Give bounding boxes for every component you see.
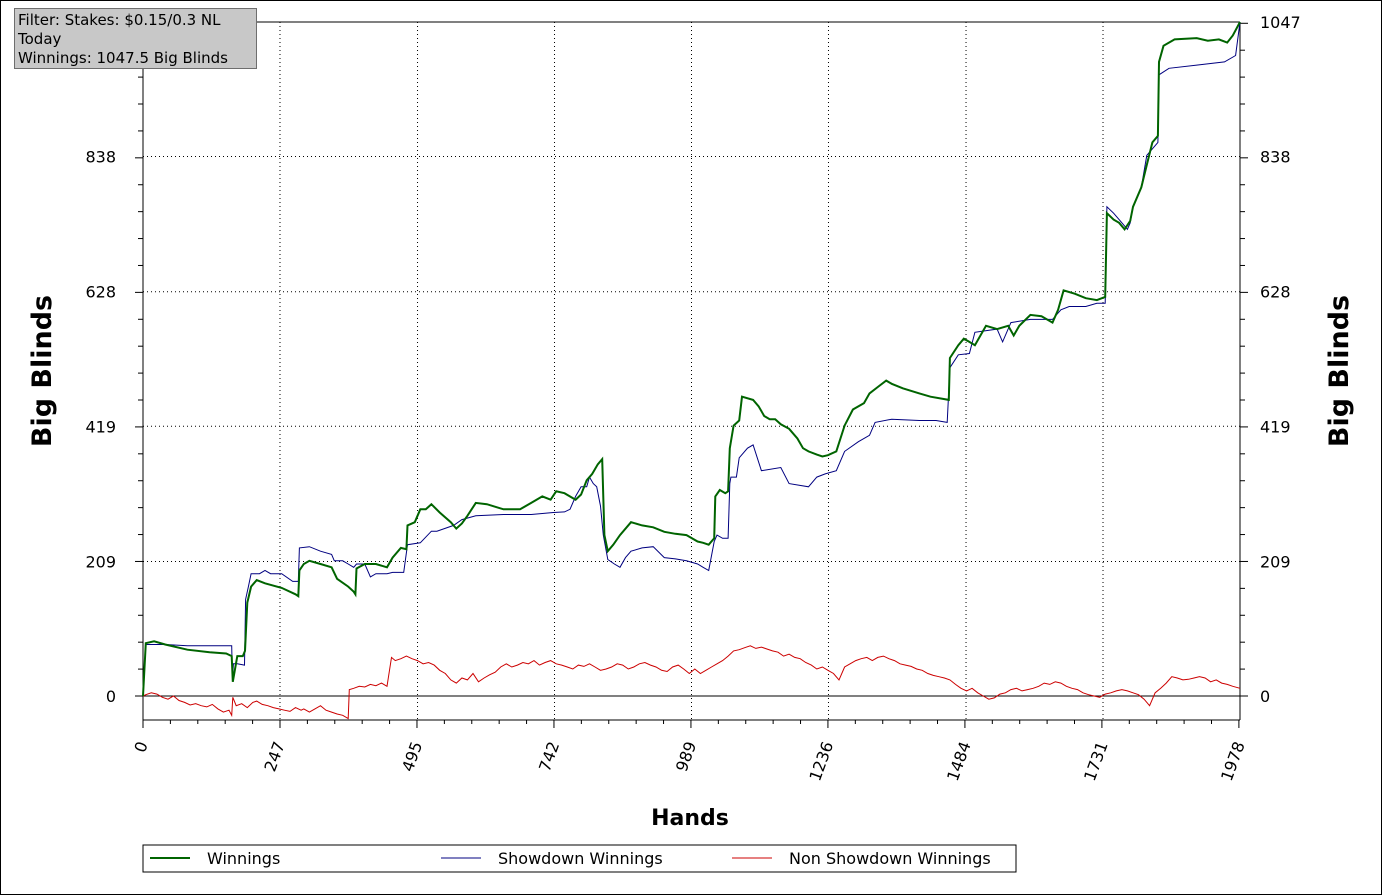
y-tick-label-right: 1047 xyxy=(1260,13,1301,32)
grid xyxy=(143,22,1240,720)
x-tick-label: 742 xyxy=(535,739,563,774)
series-line-winnings xyxy=(142,21,1241,697)
legend: Winnings Showdown Winnings Non Showdown … xyxy=(142,844,1017,873)
y-tick-label-left: 838 xyxy=(85,148,116,167)
x-tick-label: 1731 xyxy=(1080,739,1112,784)
x-tick-label: 1236 xyxy=(805,739,837,784)
x-tick-label: 1978 xyxy=(1217,739,1249,784)
series-line-non-showdown-winnings xyxy=(142,645,1241,720)
filter-info-box: Filter: Stakes: $0.15/0.3 NL Today Winni… xyxy=(14,8,257,69)
y-tick-label-left: 0 xyxy=(106,687,116,706)
y-tick-label-right: 628 xyxy=(1260,283,1291,302)
y-tick-label-right: 209 xyxy=(1260,552,1291,571)
x-tick-label: 495 xyxy=(398,739,426,774)
x-tick-label: 0 xyxy=(130,739,151,755)
y-tick-label-right: 419 xyxy=(1260,417,1291,436)
x-axis-title: Hands xyxy=(651,806,729,831)
minor-ticks xyxy=(135,22,1248,728)
y-axis-right-title: Big Blinds xyxy=(1324,295,1355,447)
y-tick-label-right: 0 xyxy=(1260,687,1270,706)
x-tick-label: 989 xyxy=(672,739,700,774)
legend-box xyxy=(142,844,1017,873)
x-axis-tick-labels: 0 247 495 742 989 1236 1484 1731 1978 xyxy=(130,739,1248,784)
y-tick-label-left: 209 xyxy=(85,552,116,571)
filter-period-text: Today xyxy=(18,30,62,48)
y-axis-right-tick-labels: 0 209 419 628 838 1047 xyxy=(1260,13,1301,706)
y-axis-left-title: Big Blinds xyxy=(27,295,58,447)
filter-stakes-text: Filter: Stakes: $0.15/0.3 NL xyxy=(18,11,221,29)
series-lines xyxy=(142,21,1241,720)
x-tick-label: 247 xyxy=(260,739,288,774)
legend-label-winnings: Winnings xyxy=(207,849,280,868)
y-tick-label-left: 628 xyxy=(85,283,116,302)
y-tick-label-left: 419 xyxy=(85,417,116,436)
x-tick-label: 1484 xyxy=(943,739,975,784)
y-tick-label-right: 838 xyxy=(1260,148,1291,167)
legend-label-showdown-winnings: Showdown Winnings xyxy=(498,849,663,868)
legend-label-non-showdown-winnings: Non Showdown Winnings xyxy=(789,849,991,868)
filter-winnings-text: Winnings: 1047.5 Big Blinds xyxy=(18,49,228,67)
